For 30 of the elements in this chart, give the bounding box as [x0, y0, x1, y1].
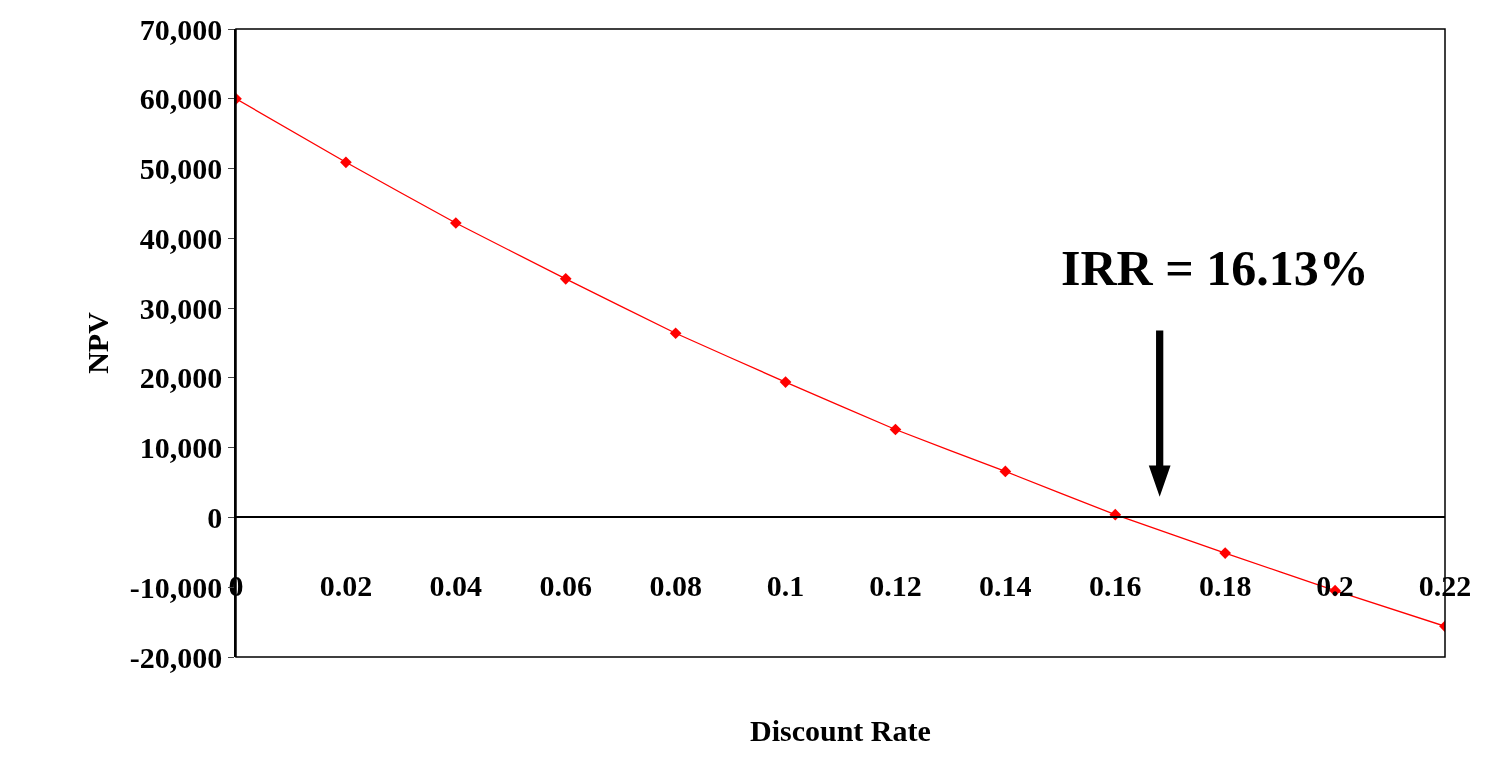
y-axis-title: NPV: [81, 311, 115, 374]
point: [449, 217, 462, 229]
x-tick-label: 0.04: [429, 569, 483, 603]
y-tick-label: 60,000: [139, 82, 223, 116]
x-tick-label: 0.12: [869, 569, 922, 603]
x-tick-label: 0.06: [539, 569, 592, 603]
y-tick-label: 20,000: [139, 361, 223, 395]
point: [559, 272, 572, 285]
x-axis-title: Discount Rate: [750, 714, 931, 747]
point: [779, 376, 792, 388]
y-tick-label: 50,000: [139, 152, 223, 186]
y-tick-label: 40,000: [139, 221, 223, 255]
point: [999, 465, 1012, 478]
point: [669, 327, 682, 340]
x-tick-label: 0.02: [319, 569, 373, 603]
y-tick-label: 10,000: [139, 431, 223, 465]
y-tick-label: -20,000: [129, 640, 223, 674]
x-tick-label: 0.14: [979, 569, 1032, 603]
annotation: IRR = 16.13%: [1061, 240, 1369, 296]
point: [340, 156, 352, 169]
y-tick-label: 70,000: [139, 12, 223, 46]
x-tick-label: 0.16: [1089, 569, 1142, 603]
y-tick-label: 30,000: [139, 291, 223, 325]
point: [1219, 547, 1232, 559]
x-tick-label: 0.1: [766, 569, 805, 603]
point: [889, 423, 902, 436]
y-tick-label: 0: [207, 500, 223, 534]
x-tick-label: 0.08: [649, 569, 702, 603]
y-tick-label: -10,000: [129, 570, 223, 604]
x-tick-label: 0.18: [1198, 569, 1252, 603]
